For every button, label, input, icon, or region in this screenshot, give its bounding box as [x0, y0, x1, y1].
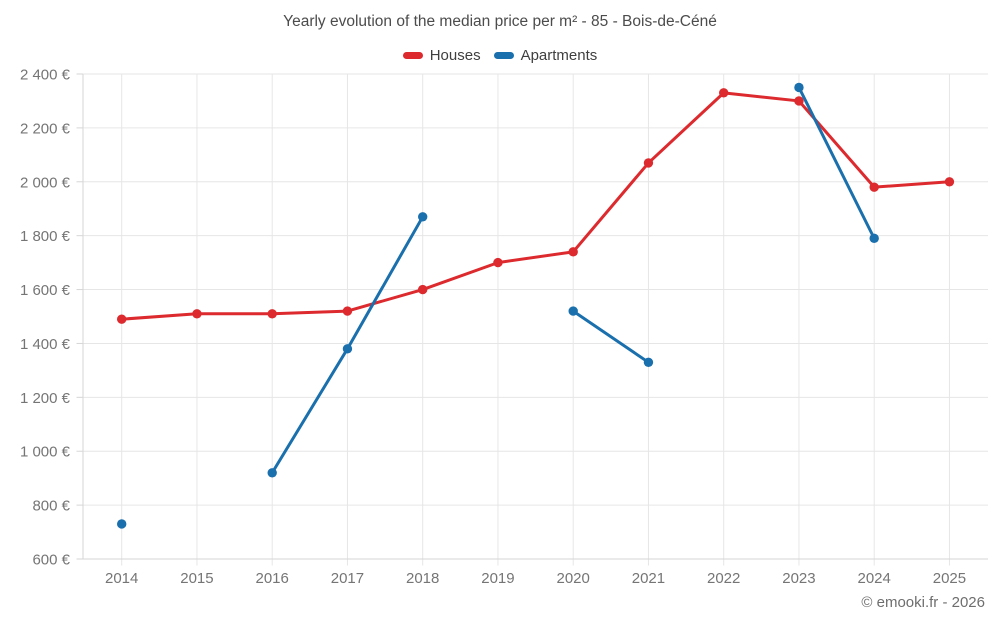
x-tick-label: 2020	[557, 570, 590, 587]
apartments-line	[571, 309, 650, 364]
x-tick-label: 2021	[632, 570, 665, 587]
houses-point-2021[interactable]	[643, 158, 654, 168]
houses-point-2020[interactable]	[568, 247, 578, 257]
chart-title: Yearly evolution of the median price per…	[283, 13, 717, 30]
apartments-point-2014[interactable]	[117, 519, 127, 529]
copyright-note: © emooki.fr - 2026	[861, 594, 985, 611]
x-tick-label: 2015	[180, 570, 213, 587]
y-tick-label: 2 000 €	[20, 174, 71, 191]
apartments-point-2020[interactable]	[568, 306, 578, 316]
apartments-point-2021[interactable]	[643, 357, 654, 368]
houses-line	[120, 91, 951, 321]
y-tick-label: 2 200 €	[20, 120, 71, 137]
x-tick-label: 2022	[707, 570, 740, 587]
y-tick-label: 1 000 €	[20, 444, 71, 461]
apartments-point-2016[interactable]	[267, 468, 277, 478]
legend-item-apartments[interactable]: Apartments	[493, 47, 598, 64]
chart-legend: Houses Apartments	[0, 46, 1000, 65]
houses-point-2016[interactable]	[267, 309, 277, 319]
apartments-point-2017[interactable]	[342, 344, 353, 354]
apartments-point-2018[interactable]	[418, 212, 428, 222]
apartments-point-2023[interactable]	[794, 82, 804, 93]
x-tick-label: 2017	[331, 570, 364, 587]
x-tick-label: 2019	[481, 570, 514, 587]
houses-point-2024[interactable]	[869, 182, 879, 192]
houses-point-2023[interactable]	[794, 96, 804, 106]
houses-point-2014[interactable]	[117, 314, 127, 324]
legend-item-houses[interactable]: Houses	[402, 47, 481, 64]
houses-point-2025[interactable]	[944, 177, 955, 187]
y-tick-label: 1 200 €	[20, 390, 71, 407]
houses-point-2017[interactable]	[342, 306, 353, 316]
houses-point-2022[interactable]	[719, 88, 729, 98]
y-tick-label: 1 400 €	[20, 336, 71, 353]
y-tick-label: 1 600 €	[20, 282, 71, 299]
x-tick-label: 2024	[858, 570, 891, 587]
x-tick-label: 2018	[406, 570, 439, 587]
houses-legend-swatch-icon	[402, 52, 423, 59]
apartments-point-2024[interactable]	[869, 233, 879, 244]
legend-label-houses: Houses	[429, 47, 481, 64]
legend-label-apartments: Apartments	[520, 47, 598, 64]
y-tick-label: 2 400 €	[20, 67, 71, 84]
houses-point-2015[interactable]	[192, 309, 202, 319]
x-tick-label: 2023	[782, 570, 815, 587]
apartments-legend-swatch-icon	[493, 52, 514, 59]
houses-point-2018[interactable]	[418, 284, 428, 295]
x-tick-label: 2025	[933, 570, 966, 587]
apartments-line	[797, 85, 876, 240]
y-tick-label: 1 800 €	[20, 228, 71, 245]
y-tick-label: 600 €	[32, 552, 70, 569]
x-tick-label: 2016	[256, 570, 289, 587]
y-tick-label: 800 €	[32, 498, 70, 515]
houses-point-2019[interactable]	[493, 257, 503, 268]
x-tick-label: 2014	[105, 570, 138, 587]
